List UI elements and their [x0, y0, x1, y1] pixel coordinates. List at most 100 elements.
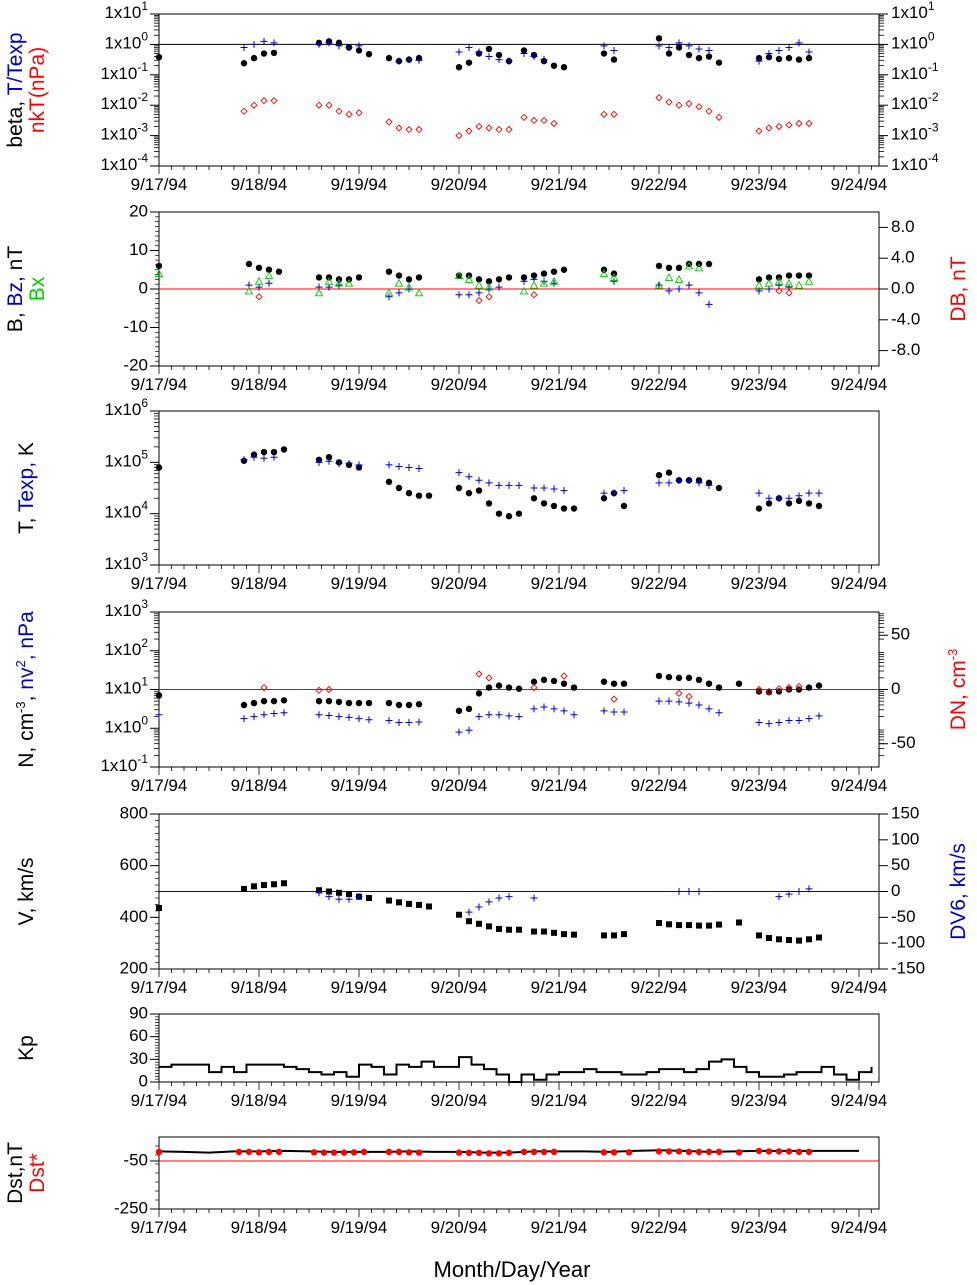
data-point — [395, 289, 403, 297]
x-tick-label: 9/18/94 — [231, 574, 288, 593]
y-tick-label-left: 1x104 — [104, 499, 148, 522]
data-point — [505, 274, 513, 281]
data-point — [706, 922, 712, 929]
data-point — [395, 462, 403, 470]
y-tick-label-right: 1x10-2 — [891, 90, 939, 113]
data-point — [655, 42, 663, 50]
data-point — [395, 484, 403, 492]
data-point — [805, 885, 813, 893]
y-axis-label-line-0: Dst,nT — [4, 1142, 27, 1204]
data-point — [415, 125, 423, 134]
data-point — [475, 1149, 483, 1157]
data-point — [395, 272, 403, 279]
data-point — [275, 268, 283, 275]
data-point — [154, 269, 164, 278]
data-point — [755, 276, 763, 283]
data-point — [250, 54, 258, 62]
data-point — [735, 680, 743, 687]
data-point — [325, 893, 333, 901]
x-axis-title: Month/Day/Year — [434, 1257, 591, 1282]
data-point — [685, 699, 693, 707]
x-tick-label: 9/17/94 — [131, 175, 188, 194]
data-point — [675, 674, 683, 682]
data-point — [695, 54, 703, 62]
data-point — [705, 107, 713, 115]
data-point — [695, 888, 703, 895]
x-tick-label: 9/21/94 — [531, 1091, 588, 1110]
data-point — [561, 931, 567, 938]
data-point — [665, 479, 673, 487]
data-point — [785, 1148, 793, 1155]
data-point — [395, 57, 403, 65]
y-axis-label-line-0: beta, T/Texp — [4, 32, 27, 147]
data-point — [455, 291, 463, 299]
x-tick-label: 9/24/94 — [831, 1218, 888, 1237]
data-point — [485, 500, 493, 507]
data-point — [385, 478, 393, 486]
data-point — [465, 908, 473, 916]
data-point — [265, 266, 273, 273]
data-point — [485, 45, 493, 53]
data-point — [455, 469, 463, 477]
data-point — [415, 464, 423, 472]
data-point — [785, 890, 793, 898]
data-point — [250, 713, 258, 721]
x-tick-label: 9/22/94 — [631, 1218, 688, 1237]
data-point — [665, 469, 673, 476]
data-point — [765, 53, 773, 61]
x-tick-label: 9/19/94 — [331, 978, 388, 997]
data-point — [685, 692, 693, 701]
data-point — [475, 296, 483, 305]
data-point — [695, 479, 703, 487]
y-axis-label-line-0: T, Texp, K — [15, 442, 38, 534]
data-point — [515, 510, 523, 517]
data-point — [685, 42, 693, 50]
data-point — [485, 711, 493, 719]
data-point — [484, 282, 494, 291]
data-point — [795, 888, 803, 895]
data-point — [254, 276, 264, 285]
y-tick-label-right: -150 — [891, 958, 925, 977]
data-point — [385, 54, 393, 62]
data-point — [520, 50, 528, 58]
data-point — [240, 701, 248, 709]
x-tick-label: 9/20/94 — [431, 776, 488, 795]
y-tick-label-left: 800 — [120, 803, 148, 822]
data-point — [755, 685, 763, 694]
data-point — [475, 903, 483, 911]
data-point — [675, 689, 683, 698]
data-point — [270, 697, 278, 705]
data-point — [531, 928, 537, 935]
data-point — [775, 122, 783, 131]
data-point — [496, 925, 502, 932]
data-point — [260, 97, 268, 105]
data-point — [610, 46, 618, 54]
panel-density: 1x103 1x102 1x101 1x100 1x10-1 50 0 -50 9/17/94 9… — [13, 597, 970, 795]
y-tick-label-right: 100 — [891, 829, 919, 848]
data-point — [551, 929, 557, 936]
x-tick-label: 9/22/94 — [631, 175, 688, 194]
x-tick-label: 9/19/94 — [331, 776, 388, 795]
y-tick-label-left: 1x106 — [104, 396, 148, 419]
data-point — [756, 932, 762, 939]
data-point — [465, 59, 473, 66]
data-point — [654, 280, 664, 289]
x-tick-label: 9/23/94 — [731, 1091, 788, 1110]
data-point — [520, 274, 528, 281]
y-tick-label-left: 1x103 — [104, 597, 148, 620]
data-point — [466, 918, 472, 925]
x-tick-label: 9/19/94 — [331, 375, 388, 394]
y-tick-label-left: 1x10-2 — [100, 90, 148, 113]
data-point — [486, 923, 492, 930]
data-point — [806, 936, 812, 943]
data-point — [335, 42, 343, 50]
data-point — [560, 266, 568, 273]
y-tick-label-right: 8.0 — [891, 217, 915, 236]
data-point — [464, 274, 474, 283]
panel-frame — [158, 410, 880, 566]
data-point — [620, 680, 628, 687]
data-point — [685, 281, 693, 289]
data-point — [394, 278, 404, 287]
